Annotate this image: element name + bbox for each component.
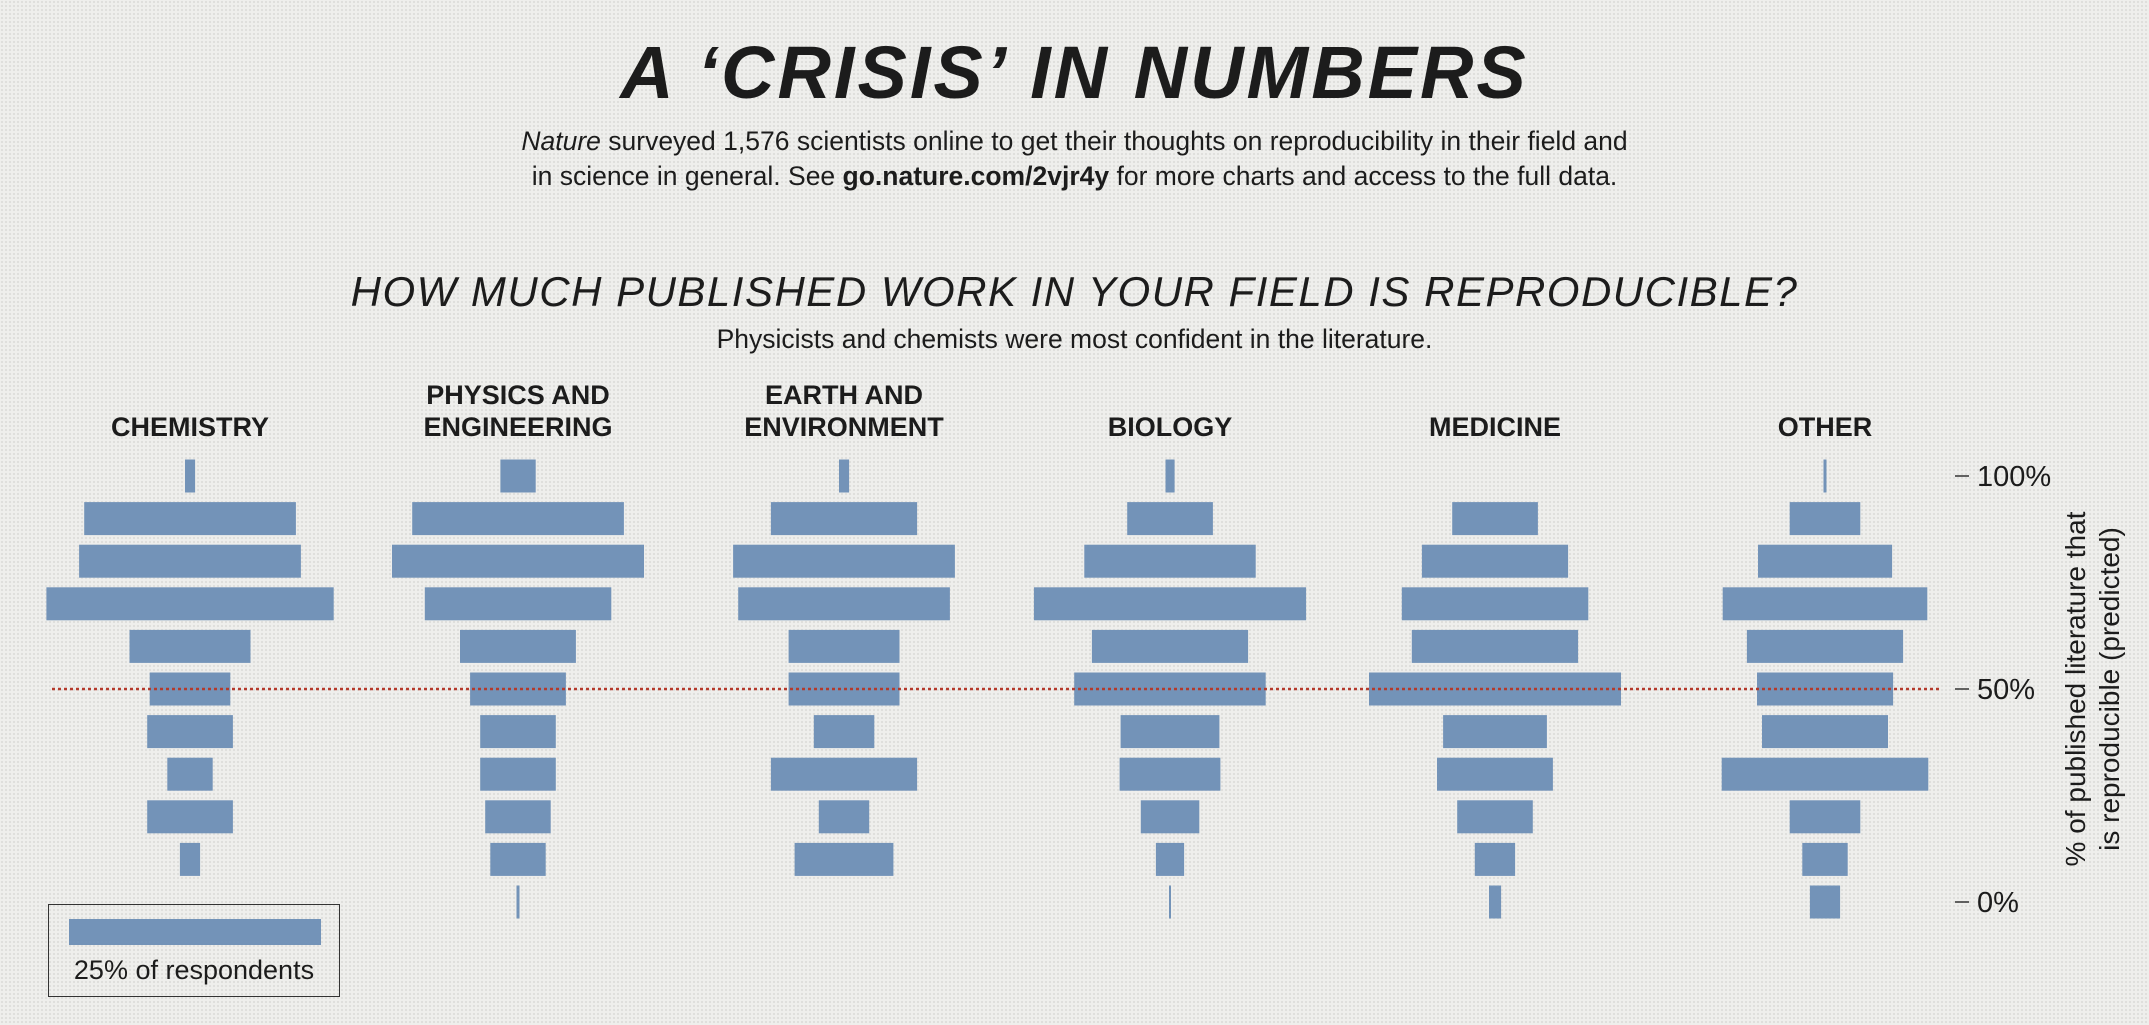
bar-earth-and-environment-20pct [818, 800, 870, 834]
field-label-earth-and-environment: EARTH AND ENVIRONMENT [684, 379, 1004, 443]
bar-earth-and-environment-10pct [794, 842, 894, 876]
y-tick-label-50pct: 50% [1977, 674, 2035, 706]
bar-biology-80pct [1084, 544, 1256, 578]
bar-medicine-0pct [1489, 885, 1502, 919]
bar-physics-and-engineering-90pct [412, 502, 624, 536]
bar-earth-and-environment-30pct [770, 757, 918, 791]
bar-other-20pct [1789, 800, 1861, 834]
bar-other-30pct [1721, 757, 1929, 791]
field-label-line: EARTH AND [765, 380, 923, 410]
y-axis-title-line: % of published literature that [2060, 511, 2091, 866]
field-label-line: MEDICINE [1428, 412, 1561, 442]
bar-earth-and-environment-70pct [738, 587, 950, 621]
field-label-other: OTHER [1665, 411, 1985, 443]
bar-physics-and-engineering-10pct [490, 842, 546, 876]
infographic-title: A ‘CRISIS’ IN NUMBERS [620, 31, 1529, 114]
bar-other-40pct [1762, 715, 1888, 749]
bar-other-80pct [1758, 544, 1893, 578]
bar-biology-20pct [1140, 800, 1200, 834]
bar-earth-and-environment-80pct [733, 544, 955, 578]
bar-chemistry-40pct [147, 715, 233, 749]
bar-physics-and-engineering-80pct [392, 544, 644, 578]
field-label-line: PHYSICS AND [426, 380, 610, 410]
bar-earth-and-environment-60pct [788, 629, 900, 663]
bar-other-60pct [1746, 629, 1904, 663]
bar-physics-and-engineering-20pct [485, 800, 551, 834]
field-label-line: BIOLOGY [1107, 412, 1233, 442]
legend-label: 25% of respondents [73, 955, 315, 985]
bar-medicine-20pct [1457, 800, 1533, 834]
field-label-physics-and-engineering: PHYSICS AND ENGINEERING [358, 379, 678, 443]
bar-biology-40pct [1120, 715, 1220, 749]
field-label-line: ENGINEERING [423, 412, 613, 442]
bar-earth-and-environment-40pct [813, 715, 875, 749]
bar-earth-and-environment-100pct [839, 459, 850, 493]
bar-biology-0pct [1169, 885, 1171, 919]
bar-physics-and-engineering-70pct [424, 587, 612, 621]
bar-biology-30pct [1119, 757, 1221, 791]
y-tick-label-100pct: 100% [1977, 461, 2051, 493]
intro-link[interactable]: go.nature.com/2vjr4y [842, 161, 1110, 191]
bar-other-10pct [1802, 842, 1848, 876]
bar-chemistry-80pct [79, 544, 301, 578]
bar-chemistry-30pct [167, 757, 213, 791]
field-label-chemistry: CHEMISTRY [30, 411, 350, 443]
y-tick-label-0pct: 0% [1977, 887, 2019, 919]
bar-other-0pct [1809, 885, 1841, 919]
bar-medicine-10pct [1474, 842, 1516, 876]
bar-medicine-40pct [1443, 715, 1547, 749]
bar-biology-60pct [1091, 629, 1249, 663]
legend-bar-swatch [69, 919, 321, 945]
bar-medicine-90pct [1452, 502, 1538, 536]
bar-medicine-80pct [1421, 544, 1569, 578]
bar-medicine-60pct [1411, 629, 1579, 663]
field-label-line: CHEMISTRY [110, 412, 269, 442]
bar-medicine-70pct [1401, 587, 1589, 621]
bar-biology-100pct [1165, 459, 1175, 493]
legend: 25% of respondents [48, 904, 340, 997]
bar-biology-10pct [1155, 842, 1185, 876]
chart-title: HOW MUCH PUBLISHED WORK IN YOUR FIELD IS… [350, 268, 1799, 315]
bar-medicine-30pct [1437, 757, 1553, 791]
intro-line-2: in science in general. See go.nature.com… [0, 159, 2149, 194]
chart-subtitle: Physicists and chemists were most confid… [716, 324, 1433, 354]
field-label-line: OTHER [1777, 412, 1873, 442]
bar-earth-and-environment-90pct [770, 502, 918, 536]
bar-biology-90pct [1127, 502, 1213, 536]
intro-text-part2: in science in general. See [531, 161, 843, 191]
y-axis-title-line: is reproducible (predicted) [2094, 527, 2125, 851]
intro-text-part1: surveyed 1,576 scientists online to get … [600, 126, 1628, 156]
bar-chemistry-10pct [179, 842, 201, 876]
bar-chemistry-100pct [185, 459, 196, 493]
bar-chemistry-70pct [46, 587, 334, 621]
bar-chemistry-20pct [147, 800, 233, 834]
intro-journal-name: Nature [521, 126, 601, 156]
bar-biology-70pct [1033, 587, 1307, 621]
bar-physics-and-engineering-30pct [480, 757, 556, 791]
bar-chemistry-90pct [84, 502, 296, 536]
field-label-biology: BIOLOGY [1010, 411, 1330, 443]
intro-text-part3: for more charts and access to the full d… [1109, 161, 1618, 191]
bar-physics-and-engineering-100pct [500, 459, 536, 493]
y-axis-title: % of published literature that is reprodu… [2060, 511, 2125, 866]
bar-physics-and-engineering-40pct [480, 715, 556, 749]
bar-physics-and-engineering-60pct [460, 629, 576, 663]
intro-line-1: Nature surveyed 1,576 scientists online … [0, 124, 2149, 159]
bar-other-100pct [1823, 459, 1827, 493]
field-label-medicine: MEDICINE [1335, 411, 1655, 443]
bar-other-90pct [1789, 502, 1861, 536]
field-label-line: ENVIRONMENT [744, 412, 944, 442]
intro-text: Nature surveyed 1,576 scientists online … [0, 124, 2149, 194]
bar-other-70pct [1722, 587, 1928, 621]
bar-chemistry-60pct [129, 629, 251, 663]
bar-physics-and-engineering-0pct [516, 885, 520, 919]
